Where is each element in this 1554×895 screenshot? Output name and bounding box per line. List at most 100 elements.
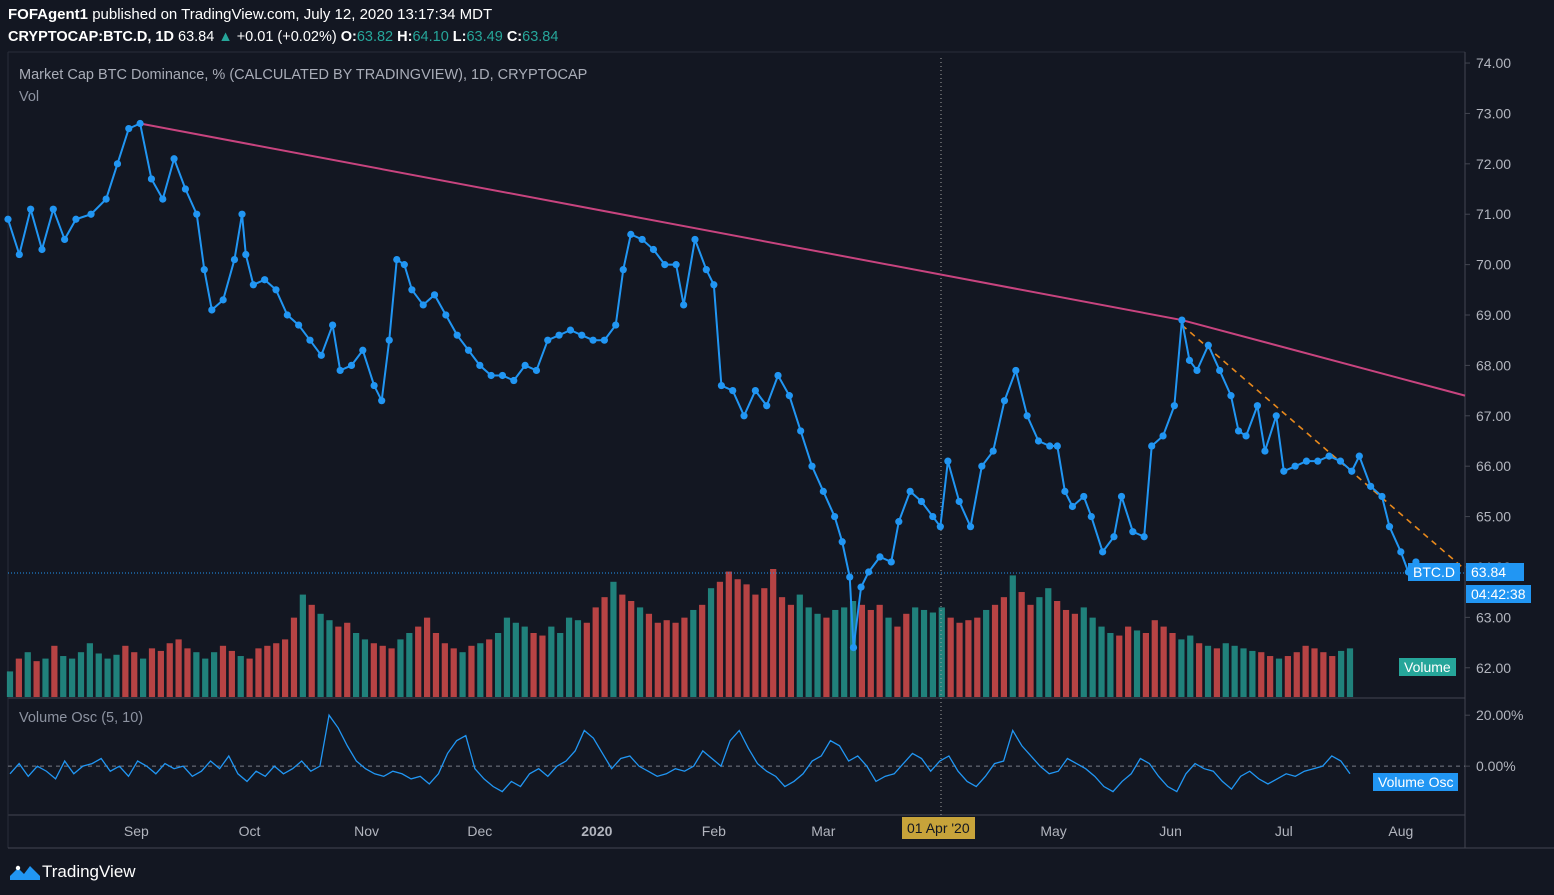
volume-bar xyxy=(787,604,795,697)
volume-bar xyxy=(814,613,821,697)
volume-bar xyxy=(956,622,963,697)
volume-bar xyxy=(770,569,777,697)
price-point xyxy=(763,402,771,410)
volume-bar xyxy=(477,643,484,697)
time-tick-label: Sep xyxy=(124,823,149,839)
price-point xyxy=(1170,402,1178,410)
price-point xyxy=(49,205,57,213)
tradingview-logo-icon[interactable] xyxy=(10,862,40,882)
volume-bar xyxy=(281,639,289,697)
price-point xyxy=(249,281,257,289)
volume-bar xyxy=(1204,645,1212,697)
symbol-name[interactable]: CRYPTOCAP:BTC.D, 1D xyxy=(8,29,174,45)
price-point xyxy=(849,644,858,652)
publish-info: published on TradingView.com, July 12, 2… xyxy=(92,6,493,23)
volume-bar xyxy=(938,607,945,697)
price-point xyxy=(408,286,416,294)
price-point xyxy=(159,195,167,203)
volume-bar xyxy=(273,643,280,697)
price-point xyxy=(1193,366,1201,375)
volume-bar xyxy=(1187,635,1194,697)
price-point xyxy=(306,336,314,344)
volume-tag[interactable]: Volume xyxy=(1399,658,1456,676)
price-change: +0.01 (+0.02%) xyxy=(236,29,337,45)
time-axis[interactable]: Sep Oct Nov Dec 2020 Feb Mar May Jun Jul Aug xyxy=(124,823,1413,839)
price-point xyxy=(208,306,216,314)
volume-bar xyxy=(344,622,351,697)
volume-bar xyxy=(1302,645,1309,697)
price-point xyxy=(710,281,718,289)
price-point xyxy=(1355,452,1363,460)
price-point xyxy=(193,210,201,218)
price-point xyxy=(797,427,805,435)
volume-bar xyxy=(672,622,679,697)
volume-bar xyxy=(86,643,93,697)
price-point xyxy=(1216,366,1224,375)
price-point xyxy=(359,346,367,354)
volume-bar xyxy=(122,645,129,697)
price-point xyxy=(929,512,937,521)
price-point xyxy=(261,276,269,284)
price-point xyxy=(1234,427,1243,435)
volume-bar xyxy=(113,654,120,697)
volume-bar xyxy=(1320,652,1327,697)
volume-bar xyxy=(725,571,732,697)
volume-bar xyxy=(1018,592,1025,697)
price-point xyxy=(1272,412,1280,420)
osc-tag[interactable]: Volume Osc xyxy=(1373,773,1459,791)
price-point xyxy=(989,447,997,455)
volume-bar xyxy=(548,626,555,697)
price-point xyxy=(717,381,726,390)
footer-brand[interactable]: TradingView xyxy=(42,862,136,881)
volume-bar xyxy=(299,594,306,697)
volume-bar xyxy=(654,622,661,697)
volume-bar xyxy=(51,645,58,697)
price-point xyxy=(589,336,597,344)
price-point xyxy=(895,518,903,526)
price-point xyxy=(378,397,386,405)
countdown-tag: 04:42:38 xyxy=(1466,585,1531,603)
volume-bar xyxy=(441,643,448,697)
price-point xyxy=(1140,533,1148,541)
price-point xyxy=(1117,492,1126,501)
price-series[interactable] xyxy=(4,119,1428,652)
volume-bar xyxy=(1169,633,1176,697)
volume-bar xyxy=(610,581,617,697)
osc-axis[interactable]: 20.00% 0.00% xyxy=(1465,707,1523,774)
volume-bar xyxy=(1151,620,1158,697)
price-tick-label: 68.00 xyxy=(1476,357,1511,373)
price-point xyxy=(785,392,793,400)
volume-bar xyxy=(388,648,395,697)
volume-bar xyxy=(761,588,768,697)
price-tag: 63.84 xyxy=(1466,563,1524,581)
volume-bar xyxy=(636,607,644,697)
price-point xyxy=(751,386,759,395)
author-name[interactable]: FOFAgent1 xyxy=(8,6,89,23)
price-point xyxy=(876,553,884,561)
price-point xyxy=(61,235,69,244)
price-point xyxy=(27,205,35,213)
volume-bar xyxy=(592,607,599,697)
volume-bar xyxy=(335,626,342,697)
dashed-trendline[interactable] xyxy=(1181,324,1466,571)
price-point xyxy=(1053,442,1061,450)
symbol-tag[interactable]: BTC.D xyxy=(1408,563,1460,581)
price-tick-label: 63.00 xyxy=(1476,609,1511,625)
volume-bar xyxy=(1089,617,1096,697)
time-tick-label: May xyxy=(1040,823,1066,839)
price-tick-label: 65.00 xyxy=(1476,509,1511,525)
high-value: 64.10 xyxy=(412,29,449,45)
volume-bar xyxy=(530,633,537,697)
volume-bar xyxy=(885,617,892,697)
high-label: H: xyxy=(397,29,413,45)
close-label: C: xyxy=(506,29,523,45)
price-point xyxy=(1227,392,1235,400)
price-tick-label: 70.00 xyxy=(1476,257,1511,273)
price-point xyxy=(102,195,110,203)
price-point xyxy=(1034,437,1043,445)
volume-bar xyxy=(317,613,324,697)
chart-canvas[interactable]: 62.0063.0064.0065.0066.0067.0068.0069.00… xyxy=(0,0,1554,852)
price-point xyxy=(336,366,344,375)
symbol-legend: CRYPTOCAP:BTC.D, 1D 63.84 ▲ +0.01 (+0.02… xyxy=(8,29,558,45)
price-point xyxy=(661,261,669,269)
